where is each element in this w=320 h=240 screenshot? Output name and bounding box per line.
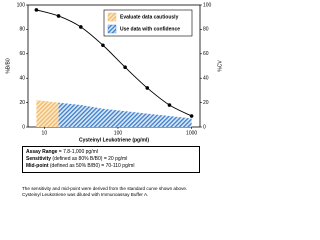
legend-swatch [107, 24, 117, 34]
y-tick-label: 60 [19, 51, 25, 57]
y-tick-label: 80 [19, 27, 25, 33]
assay-text: (defined as 50% B/B0) = 70-110 pg/ml [49, 163, 135, 169]
point [34, 8, 39, 12]
x-tick-label: 10 [42, 130, 48, 136]
y2-axis-label: %CV [217, 60, 223, 72]
assay-label: Assay Range [26, 149, 58, 155]
y2-tick-label: 40 [203, 76, 209, 82]
point [167, 103, 172, 107]
point [56, 14, 61, 18]
y-tick-label: 100 [17, 2, 26, 8]
assay-text: = 7.8-1,000 pg/ml [58, 149, 98, 155]
assay-label: Sensitivity [26, 156, 52, 162]
legend-label: Use data with confidence [120, 26, 180, 32]
cv-area-confidence [58, 102, 192, 127]
assay-box: Assay Range = 7.8-1,000 pg/ml Sensitivity… [22, 146, 200, 173]
footnote: The sensitivity and mid-point were deriv… [22, 186, 188, 197]
y2-tick-label: 20 [203, 100, 209, 106]
x-tick-label: 1000 [186, 130, 197, 136]
y-tick-label: 0 [22, 124, 25, 130]
assay-line: Assay Range = 7.8-1,000 pg/ml [26, 149, 196, 156]
y-tick-label: 40 [19, 76, 25, 82]
legend-swatch [107, 12, 117, 22]
x-tick-label: 100 [114, 130, 123, 136]
assay-text: (defined as 80% B/B0) = 20 pg/ml [52, 156, 128, 162]
chart: %B/B0 %CV Cysteinyl Leukotriene (pg/ml) … [5, 2, 223, 143]
y-axis-label: %B/B0 [5, 58, 11, 74]
point [123, 65, 127, 70]
cv-area-caution [36, 100, 59, 127]
point [145, 86, 150, 90]
y2-tick-label: 100 [203, 2, 212, 8]
y2-tick-label: 60 [203, 51, 209, 57]
legend-box [103, 9, 193, 37]
y-tick-label: 20 [19, 100, 25, 106]
point [101, 43, 105, 48]
x-axis-label: Cysteinyl Leukotriene (pg/ml) [79, 137, 149, 143]
curve [36, 9, 192, 117]
assay-line: Sensitivity (defined as 80% B/B0) = 20 p… [26, 156, 196, 163]
assay-line: Mid-point (defined as 50% B/B0) = 70-110… [26, 163, 196, 170]
page: %B/B0 %CV Cysteinyl Leukotriene (pg/ml) … [5, 2, 224, 197]
y2-tick-label: 80 [203, 27, 209, 33]
assay-label: Mid-point [26, 163, 49, 169]
point [189, 114, 194, 118]
y2-tick-label: 0 [203, 124, 206, 130]
point [79, 25, 83, 29]
legend-label: Evaluate data cautiously [120, 14, 179, 20]
